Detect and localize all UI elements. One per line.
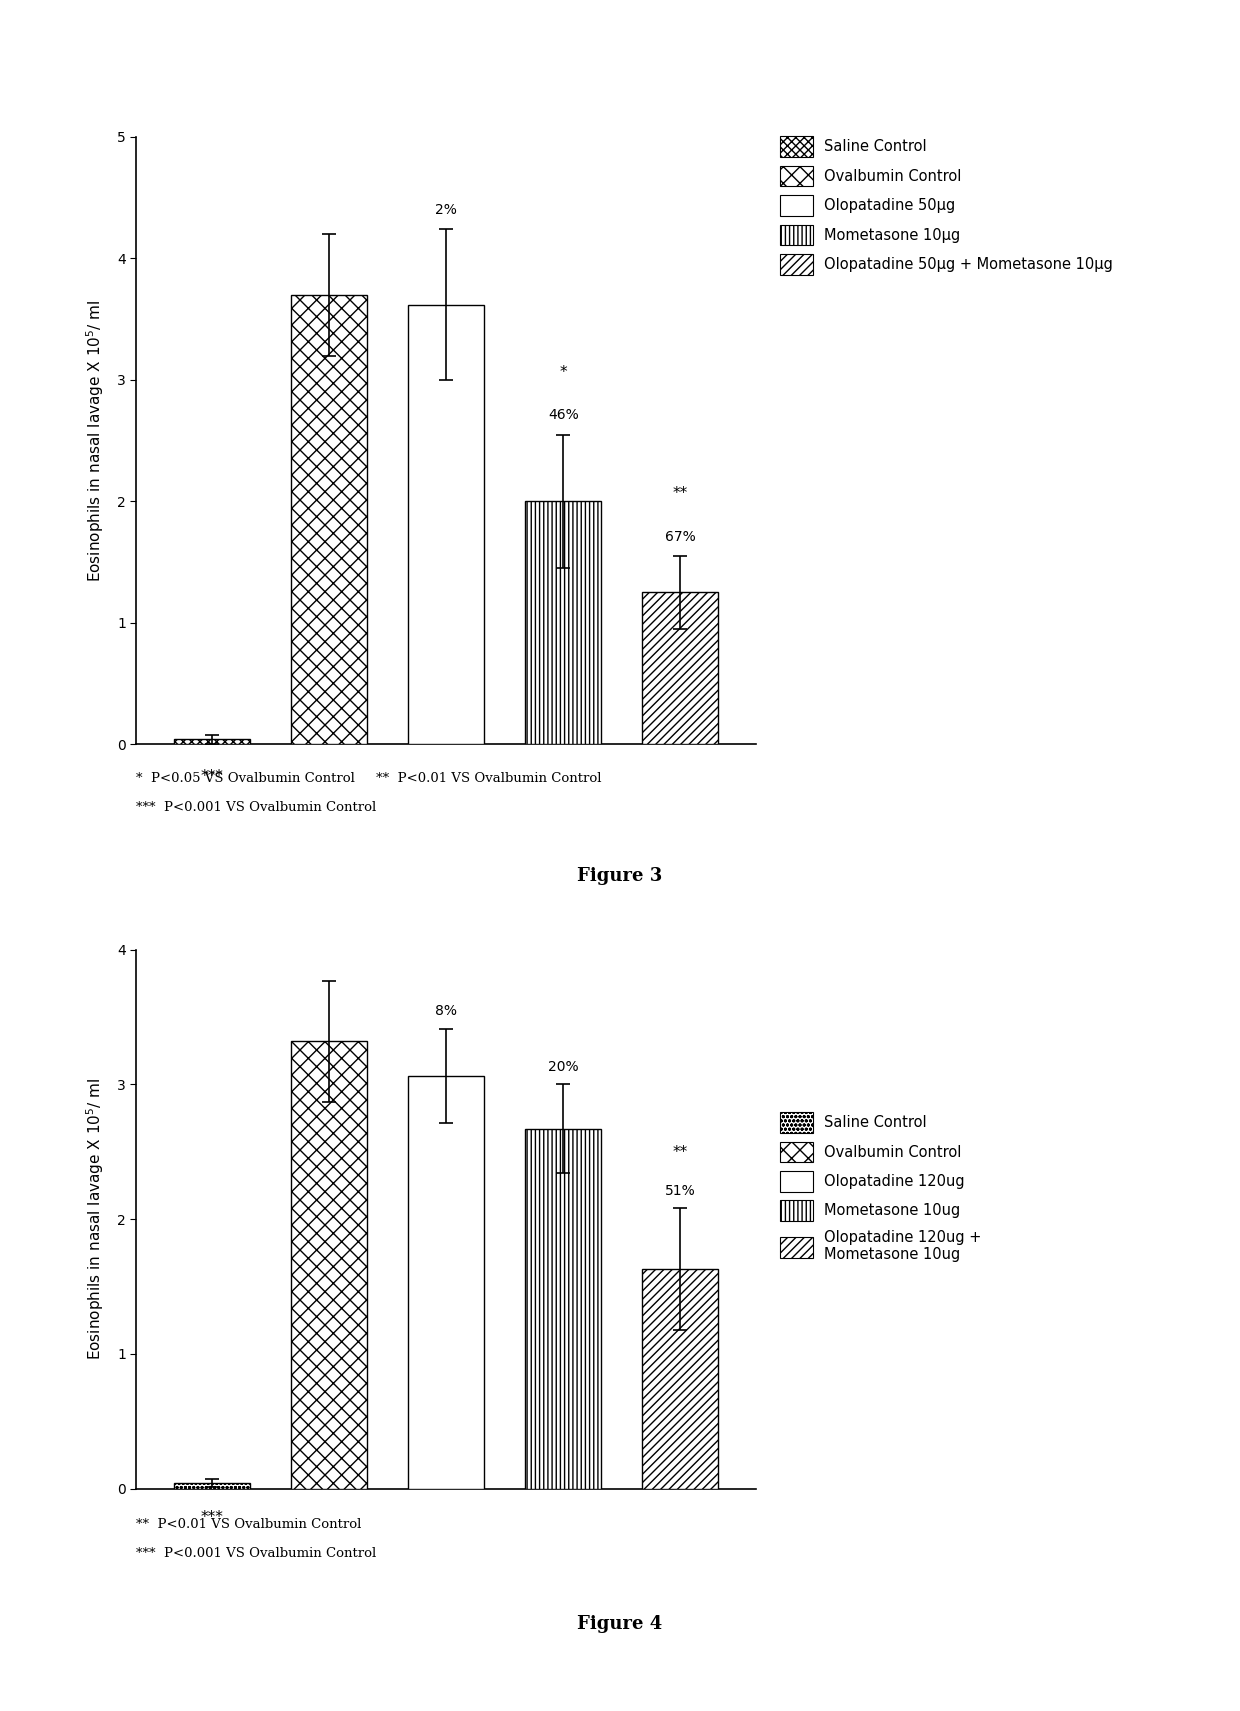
Text: *: * xyxy=(559,364,567,380)
Text: 67%: 67% xyxy=(665,530,696,544)
Text: Figure 3: Figure 3 xyxy=(578,867,662,886)
Text: *  P<0.05 VS Ovalbumin Control     **  P<0.01 VS Ovalbumin Control: * P<0.05 VS Ovalbumin Control ** P<0.01 … xyxy=(136,772,601,785)
Bar xyxy=(291,1042,367,1489)
Legend: Saline Control, Ovalbumin Control, Olopatadine 50μg, Mometasone 10μg, Olopatadin: Saline Control, Ovalbumin Control, Olopa… xyxy=(776,132,1117,279)
Text: **: ** xyxy=(673,486,688,501)
Bar xyxy=(642,592,718,744)
Text: 2%: 2% xyxy=(435,204,458,217)
Bar xyxy=(291,294,367,744)
Bar xyxy=(526,501,601,744)
Text: 46%: 46% xyxy=(548,409,579,423)
Text: 51%: 51% xyxy=(665,1184,696,1198)
Text: 8%: 8% xyxy=(435,1004,458,1018)
Text: ***: *** xyxy=(201,1511,224,1525)
Text: ***  P<0.001 VS Ovalbumin Control: *** P<0.001 VS Ovalbumin Control xyxy=(136,801,377,814)
Bar xyxy=(175,1483,250,1489)
Text: ***  P<0.001 VS Ovalbumin Control: *** P<0.001 VS Ovalbumin Control xyxy=(136,1547,377,1560)
Text: Figure 4: Figure 4 xyxy=(578,1615,662,1634)
Legend: Saline Control, Ovalbumin Control, Olopatadine 120ug, Mometasone 10ug, Olopatadi: Saline Control, Ovalbumin Control, Olopa… xyxy=(776,1107,986,1266)
Text: ***: *** xyxy=(201,768,224,784)
Bar xyxy=(408,1076,485,1489)
Bar xyxy=(175,739,250,744)
Bar xyxy=(642,1270,718,1489)
Text: **  P<0.01 VS Ovalbumin Control: ** P<0.01 VS Ovalbumin Control xyxy=(136,1518,362,1531)
Text: **: ** xyxy=(673,1145,688,1160)
Text: 20%: 20% xyxy=(548,1059,579,1073)
Bar xyxy=(408,305,485,744)
Y-axis label: Eosinophils in nasal lavage X 10$^5$/ ml: Eosinophils in nasal lavage X 10$^5$/ ml xyxy=(84,299,105,582)
Bar xyxy=(526,1129,601,1489)
Y-axis label: Eosinophils in nasal lavage X 10$^5$/ ml: Eosinophils in nasal lavage X 10$^5$/ ml xyxy=(84,1078,105,1360)
